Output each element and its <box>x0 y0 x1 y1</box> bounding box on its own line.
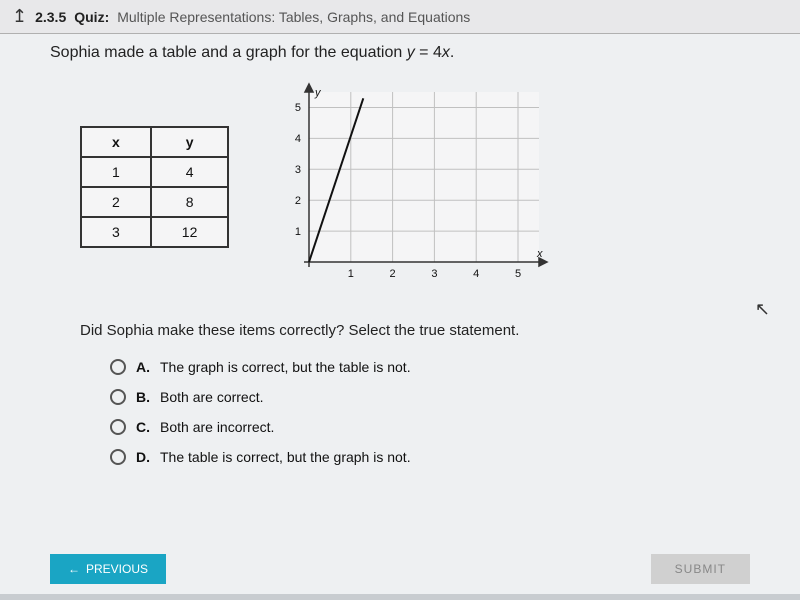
cell: 1 <box>81 157 151 187</box>
previous-label: PREVIOUS <box>86 562 148 576</box>
radio-icon[interactable] <box>110 389 126 405</box>
option-a[interactable]: A. The graph is correct, but the table i… <box>110 359 750 375</box>
option-d[interactable]: D. The table is correct, but the graph i… <box>110 449 750 465</box>
option-c[interactable]: C. Both are incorrect. <box>110 419 750 435</box>
option-text: The table is correct, but the graph is n… <box>160 449 411 465</box>
previous-button[interactable]: ← PREVIOUS <box>50 554 166 584</box>
eq-suffix: . <box>450 44 454 61</box>
xtick: 5 <box>515 268 521 280</box>
question-prefix: Sophia made a table and a graph for the … <box>50 44 407 61</box>
followup-text: Did Sophia make these items correctly? S… <box>50 322 750 339</box>
option-letter: A. <box>136 359 150 375</box>
figure-row: x y 1 4 2 8 3 12 <box>50 82 750 292</box>
table-row: 1 4 <box>81 157 228 187</box>
option-text: Both are incorrect. <box>160 419 274 435</box>
ytick: 3 <box>295 164 301 176</box>
eq-y: y <box>407 44 415 61</box>
xtick: 1 <box>348 268 354 280</box>
ytick: 1 <box>295 226 301 238</box>
eq-eq: = 4 <box>415 44 442 61</box>
cell: 4 <box>151 157 229 187</box>
ytick: 4 <box>295 133 301 145</box>
cell: 2 <box>81 187 151 217</box>
option-text: The graph is correct, but the table is n… <box>160 359 411 375</box>
arrow-left-icon: ← <box>68 562 80 576</box>
xtick: 4 <box>474 268 480 280</box>
bottom-bar: ← PREVIOUS SUBMIT <box>50 554 750 584</box>
data-table: x y 1 4 2 8 3 12 <box>80 126 229 248</box>
table-header-x: x <box>81 127 151 157</box>
graph-svg: 1 2 3 4 5 1 2 3 4 5 x y <box>279 82 549 292</box>
option-letter: D. <box>136 449 150 465</box>
option-text: Both are correct. <box>160 389 264 405</box>
quiz-header: ↥ 2.3.5 Quiz: Multiple Representations: … <box>0 0 800 34</box>
ytick: 5 <box>295 102 301 114</box>
graph: 1 2 3 4 5 1 2 3 4 5 x y <box>279 82 549 292</box>
table-header-y: y <box>151 127 229 157</box>
graph-bg <box>309 92 539 262</box>
radio-icon[interactable] <box>110 359 126 375</box>
radio-icon[interactable] <box>110 419 126 435</box>
cell: 3 <box>81 217 151 247</box>
ytick: 2 <box>295 195 301 207</box>
option-letter: B. <box>136 389 150 405</box>
xtick: 3 <box>432 268 438 280</box>
xtick: 2 <box>390 268 396 280</box>
cell: 12 <box>151 217 229 247</box>
table-row: 2 8 <box>81 187 228 217</box>
quiz-number: 2.3.5 <box>35 9 66 25</box>
options-group: A. The graph is correct, but the table i… <box>50 359 750 465</box>
radio-icon[interactable] <box>110 449 126 465</box>
cell: 8 <box>151 187 229 217</box>
submit-button[interactable]: SUBMIT <box>651 554 750 584</box>
quiz-label: Quiz: <box>74 9 109 25</box>
quiz-title: Multiple Representations: Tables, Graphs… <box>117 9 470 25</box>
back-icon[interactable]: ↥ <box>12 6 27 27</box>
eq-x: x <box>442 44 450 61</box>
option-letter: C. <box>136 419 150 435</box>
cursor-icon: ↖ <box>755 299 770 320</box>
x-axis-label: x <box>536 248 543 260</box>
option-b[interactable]: B. Both are correct. <box>110 389 750 405</box>
question-text: Sophia made a table and a graph for the … <box>50 44 750 62</box>
content-area: Sophia made a table and a graph for the … <box>0 34 800 594</box>
table-row: 3 12 <box>81 217 228 247</box>
